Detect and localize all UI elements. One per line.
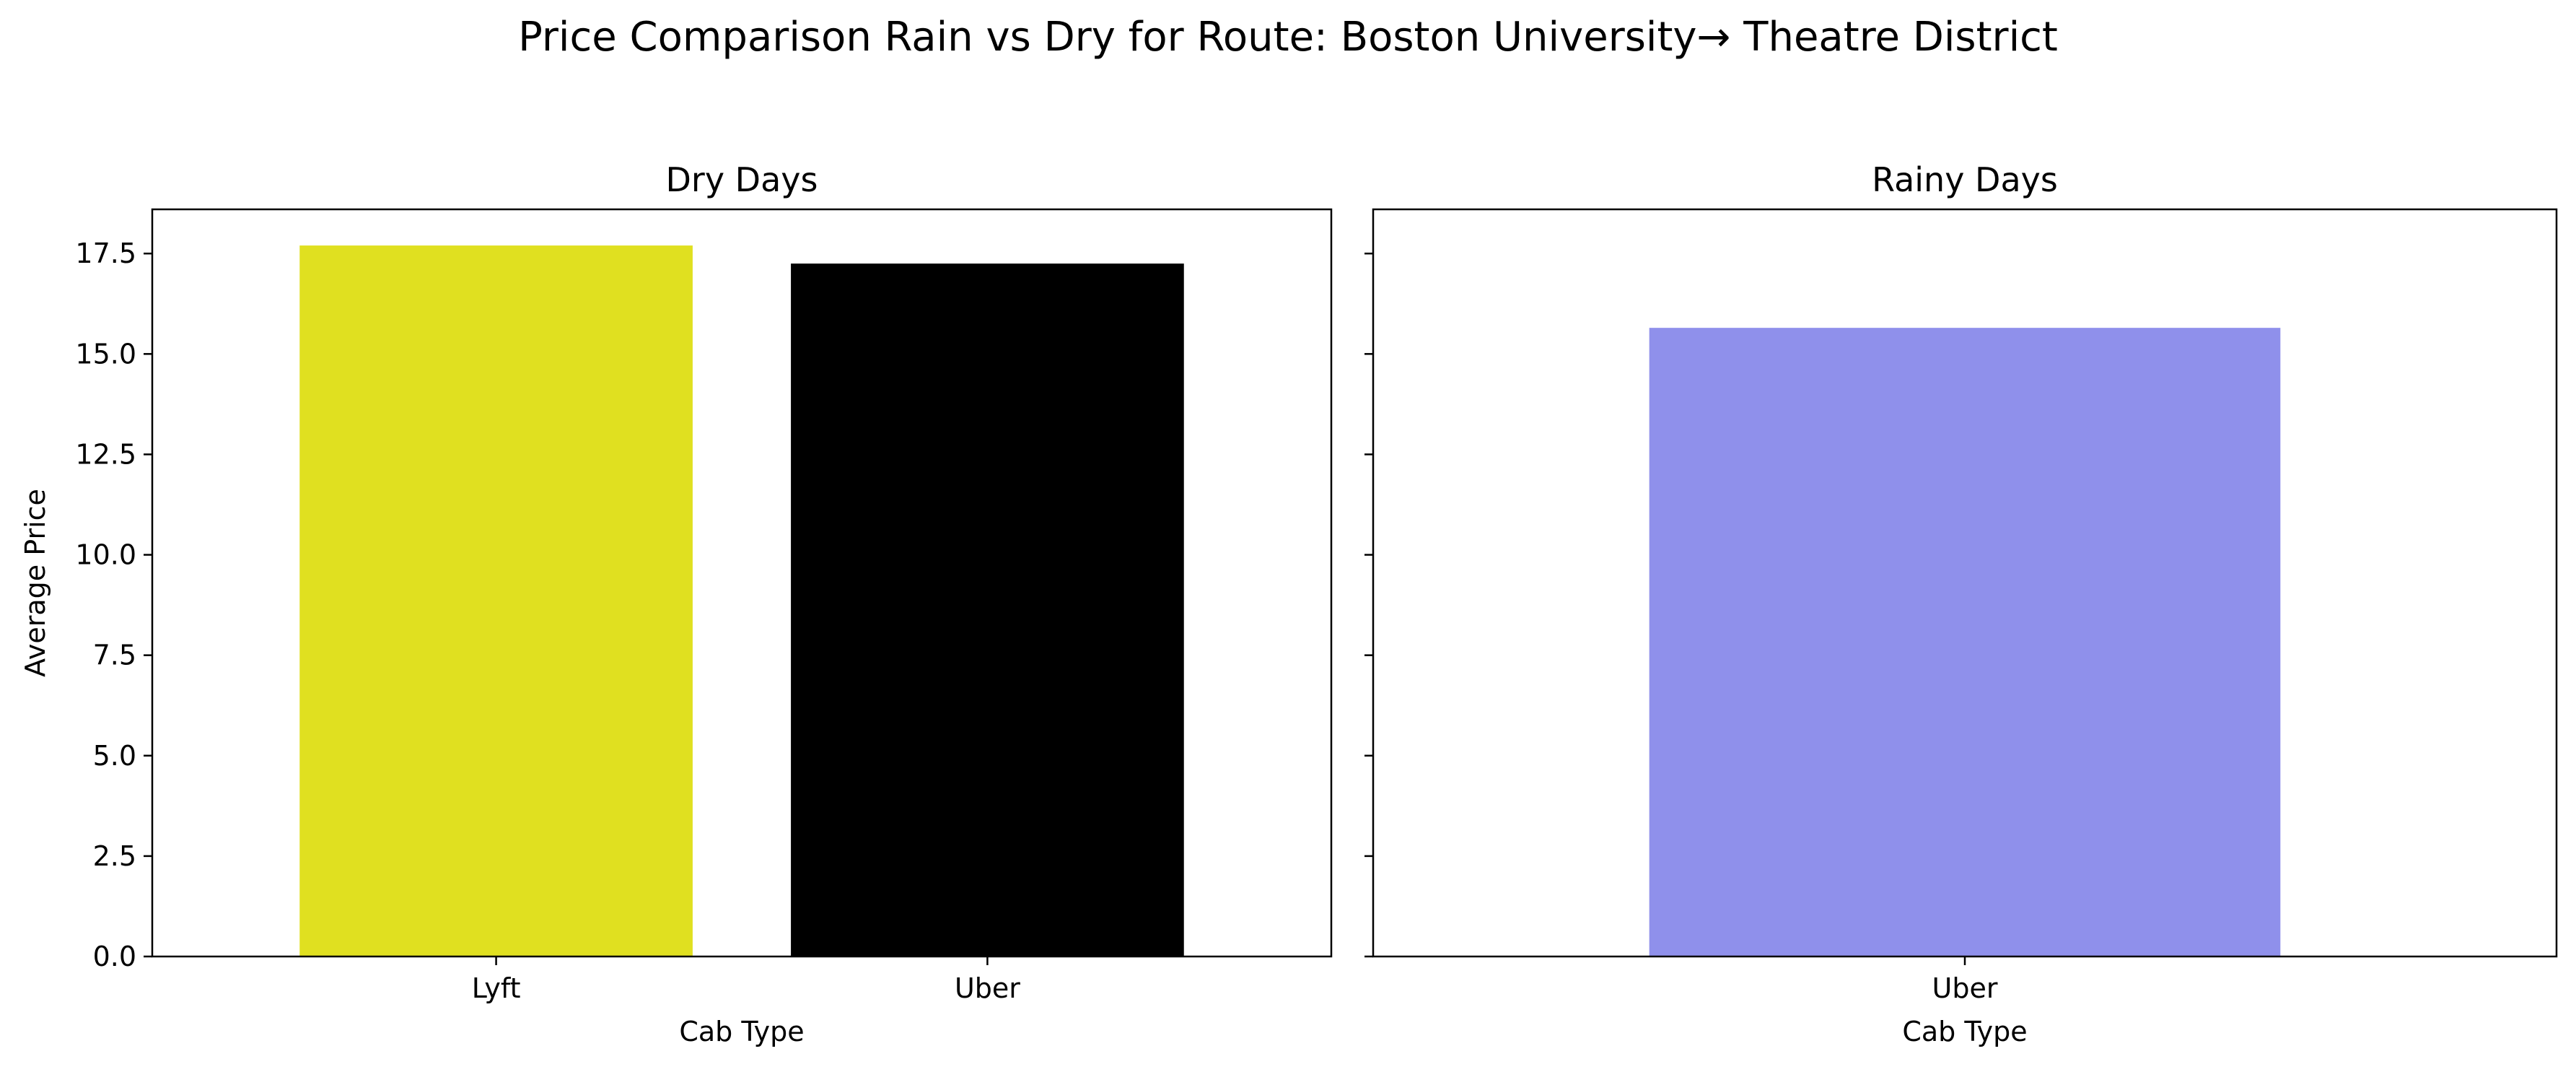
y-tick-label: 5.0 — [93, 740, 136, 772]
panel-2: Rainy Days Uber Cab Type — [1364, 160, 2558, 1047]
bar-lyft — [299, 245, 693, 956]
y-tick-label: 17.5 — [75, 238, 136, 269]
panels: Dry Days Lyft Uber 0.0 2.5 5.0 7.5 10.0 12.5 15.0… — [19, 160, 2558, 1047]
axes-frame — [1372, 208, 2558, 958]
y-tick-label: 15.0 — [75, 338, 136, 370]
y-axis-label: Average Price — [19, 489, 51, 677]
x-axis-label: Cab Type — [679, 1016, 804, 1047]
bar-uber — [791, 263, 1184, 956]
y-tick-label: 7.5 — [93, 640, 136, 671]
bar-uber — [1649, 328, 2281, 957]
x-tick-label: Lyft — [472, 972, 521, 1004]
panel-1: Dry Days Lyft Uber 0.0 2.5 5.0 7.5 10.0 12.5 15.0… — [19, 160, 1333, 1047]
panel-title: Dry Days — [666, 160, 818, 199]
y-tick-label: 2.5 — [93, 840, 136, 872]
y-tick-label: 10.0 — [75, 539, 136, 571]
y-tick-label: 0.0 — [93, 941, 136, 972]
x-tick-label: Uber — [955, 972, 1020, 1004]
panel-title: Rainy Days — [1872, 160, 2058, 199]
x-axis-label: Cab Type — [1902, 1016, 2027, 1047]
y-tick-label: 12.5 — [75, 438, 136, 470]
axes-frame — [151, 208, 1333, 958]
figure-title: Price Comparison Rain vs Dry for Route: … — [518, 14, 2058, 61]
x-tick-label: Uber — [1932, 972, 1998, 1004]
